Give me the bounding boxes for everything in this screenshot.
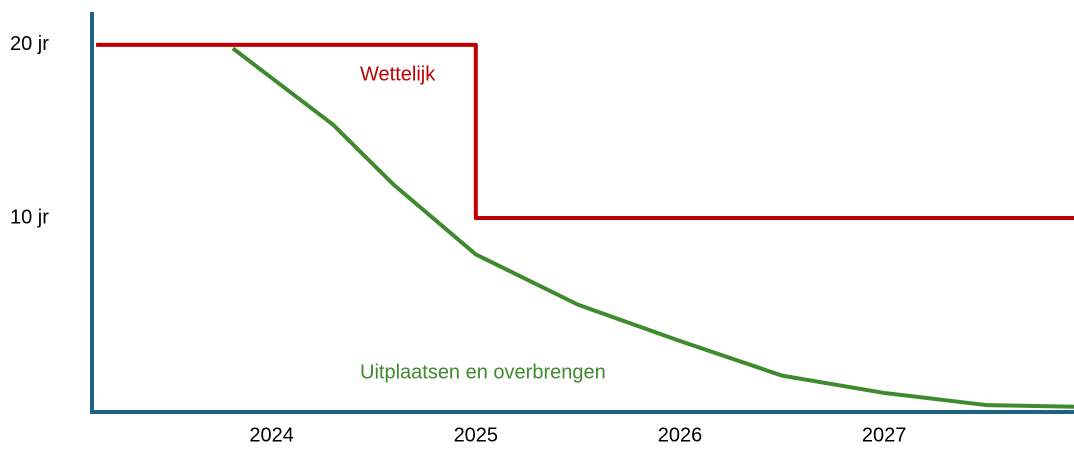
series-label: Wettelijk — [360, 63, 436, 85]
x-tick-label: 2025 — [454, 424, 499, 446]
series-label: Uitplaatsen en overbrengen — [360, 361, 606, 383]
x-tick-label: 2024 — [249, 424, 294, 446]
series-line — [231, 46, 1074, 409]
x-tick-label: 2027 — [862, 424, 907, 446]
y-tick-label: 10 jr — [10, 206, 49, 228]
x-tick-label: 2026 — [658, 424, 703, 446]
series-line — [96, 42, 1074, 221]
y-tick-label: 20 jr — [10, 33, 49, 55]
